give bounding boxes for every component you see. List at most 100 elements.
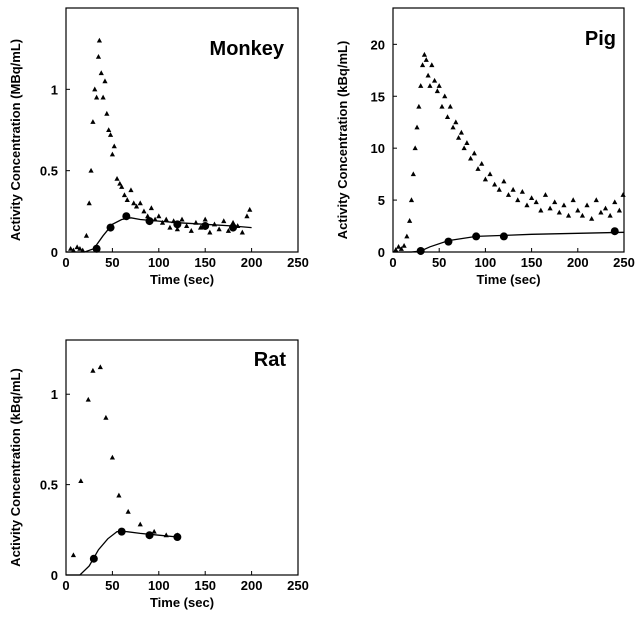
triangle-point xyxy=(124,197,130,202)
triangle-point xyxy=(111,143,117,149)
chart-title: Rat xyxy=(254,349,287,371)
triangle-point xyxy=(184,223,190,228)
triangle-point xyxy=(589,215,595,221)
triangle-point xyxy=(510,186,516,192)
y-tick-label: 0 xyxy=(51,245,58,260)
fit-line xyxy=(66,217,252,253)
chart-title: Pig xyxy=(585,28,616,50)
x-tick-label: 50 xyxy=(105,255,119,270)
triangle-point xyxy=(442,93,448,99)
triangle-point xyxy=(450,124,456,130)
x-axis-label: Time (sec) xyxy=(150,595,214,610)
plot-frame xyxy=(392,7,625,253)
triangle-point xyxy=(505,192,512,197)
x-tick-label: 150 xyxy=(194,255,216,270)
triangle-point xyxy=(121,192,128,198)
triangle-point xyxy=(439,103,445,109)
y-tick-label: 1 xyxy=(51,387,58,402)
triangle-point xyxy=(444,114,451,120)
x-tick-label: 200 xyxy=(567,255,589,270)
triangle-point xyxy=(533,199,539,205)
triangle-point xyxy=(538,207,544,213)
triangle-point xyxy=(547,205,553,211)
triangle-point xyxy=(104,110,110,116)
triangle-point xyxy=(552,199,558,205)
triangle-point xyxy=(244,213,250,219)
triangle-point xyxy=(487,171,493,177)
x-tick-label: 100 xyxy=(148,255,170,270)
triangle-point xyxy=(416,103,422,109)
triangle-point xyxy=(475,166,481,171)
triangle-point xyxy=(434,88,440,94)
triangle-point xyxy=(431,77,438,83)
triangle-point xyxy=(80,247,86,253)
triangle-point xyxy=(202,216,208,222)
triangle-point xyxy=(216,226,222,232)
triangle-point xyxy=(593,197,599,203)
triangle-point xyxy=(137,200,143,206)
triangle-point xyxy=(412,145,418,151)
panel: 0 50 100 150 200 250 0 0.5 1 Rat Time (sec) Activit… xyxy=(8,339,309,610)
panel: 0 50 100 150 200 250 0 0.5 1 Monkey Time (sec) Acti… xyxy=(8,7,309,287)
triangle-point xyxy=(575,207,581,213)
triangle-point xyxy=(102,78,108,84)
triangle-point xyxy=(125,508,131,514)
triangle-point xyxy=(471,150,477,156)
triangle-point xyxy=(151,528,157,534)
fit-line xyxy=(66,530,178,576)
triangle-point xyxy=(119,184,125,189)
triangle-point xyxy=(239,229,245,235)
triangle-point xyxy=(247,206,253,212)
triangle-point xyxy=(133,203,140,209)
triangle-point xyxy=(85,396,91,402)
triangle-point xyxy=(464,140,470,145)
triangle-point xyxy=(167,224,173,230)
chart-title: Monkey xyxy=(210,38,285,60)
triangle-point xyxy=(453,119,459,125)
x-tick-label: 0 xyxy=(62,255,69,270)
triangle-point xyxy=(156,213,162,219)
triangle-point xyxy=(145,213,151,219)
triangle-point xyxy=(501,178,507,184)
triangle-point xyxy=(492,181,498,187)
triangle-point xyxy=(584,202,590,208)
triangle-point xyxy=(423,57,429,62)
triangle-point xyxy=(519,188,525,194)
triangle-point xyxy=(95,54,102,59)
x-axis-label: Time (sec) xyxy=(150,272,214,287)
triangle-point xyxy=(74,244,80,250)
triangle-point xyxy=(86,200,92,206)
triangle-point xyxy=(106,127,112,132)
y-tick-label: 5 xyxy=(378,193,385,208)
triangle-point xyxy=(429,62,435,68)
y-tick-label: 0 xyxy=(51,568,58,583)
y-tick-label: 1 xyxy=(51,82,58,97)
triangle-point xyxy=(612,199,618,205)
triangle-point xyxy=(479,160,485,166)
triangle-point xyxy=(188,228,194,233)
triangle-point xyxy=(570,197,576,203)
y-tick-label: 20 xyxy=(371,37,385,52)
y-tick-label: 0.5 xyxy=(40,164,58,179)
triangle-point xyxy=(197,224,204,230)
circle-point xyxy=(145,217,154,226)
triangle-point xyxy=(421,51,428,57)
triangle-point xyxy=(556,209,562,215)
triangle-point xyxy=(542,192,549,197)
circle-point xyxy=(201,221,210,230)
x-tick-label: 100 xyxy=(148,578,170,593)
triangle-point xyxy=(602,205,609,211)
triangle-point xyxy=(94,94,100,100)
triangle-point xyxy=(96,37,103,43)
fit-line xyxy=(393,231,625,253)
triangle-point xyxy=(92,86,98,92)
circle-point xyxy=(229,223,238,232)
triangle-point xyxy=(616,207,622,213)
triangle-point xyxy=(395,244,402,249)
triangle-point xyxy=(98,70,104,76)
triangle-point xyxy=(70,552,77,558)
triangle-point xyxy=(408,197,415,203)
x-tick-label: 100 xyxy=(475,255,497,270)
triangle-point xyxy=(131,200,137,206)
x-tick-label: 0 xyxy=(389,255,396,270)
